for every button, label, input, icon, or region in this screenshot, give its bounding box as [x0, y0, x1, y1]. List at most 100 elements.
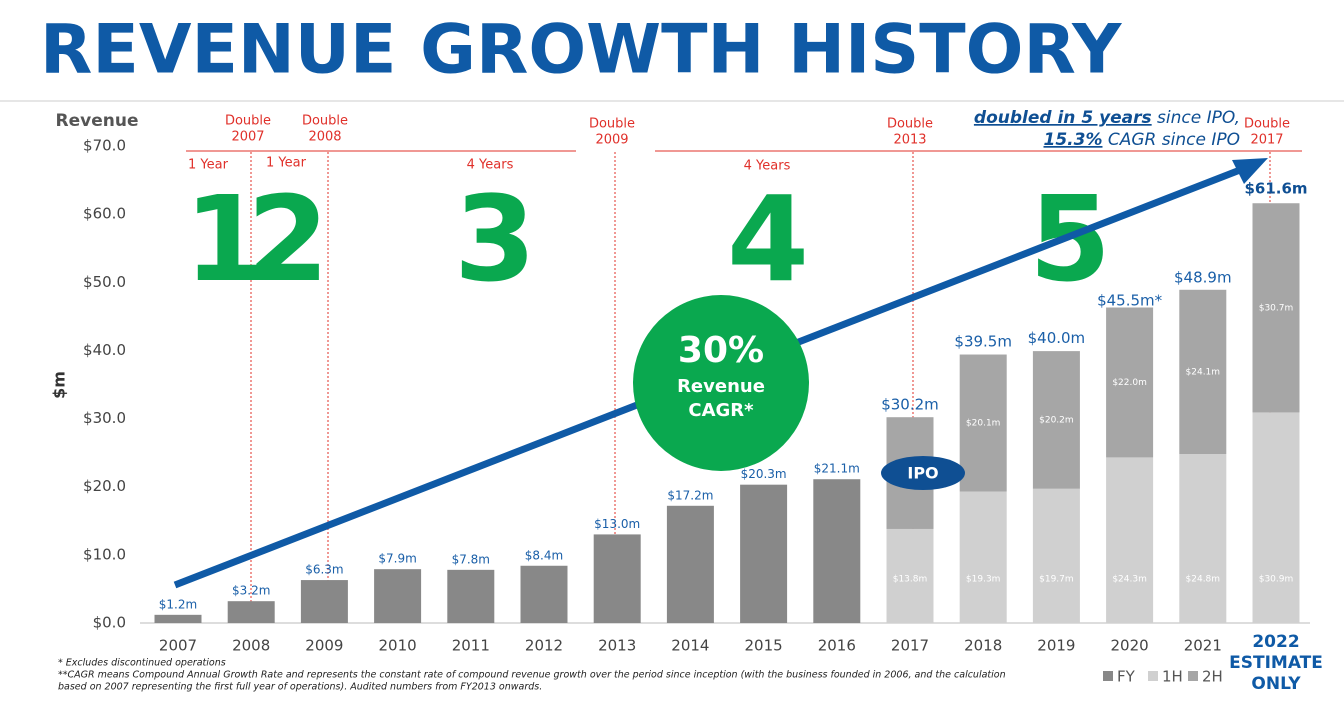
segment-label: $19.7m [1039, 575, 1074, 585]
x-tick-label: 2011 [452, 637, 490, 655]
bar-segment [813, 479, 861, 623]
callout-text: since IPO, [1152, 108, 1240, 128]
segment-label: $19.3m [966, 575, 1001, 585]
legend-swatch [1148, 671, 1158, 681]
doubling-label: 2017 [1250, 133, 1283, 148]
bar-segment [154, 614, 202, 623]
period-label: 1 Year [266, 156, 307, 171]
y-tick-label: $20.0 [83, 477, 126, 495]
bar-segment [959, 491, 1007, 623]
period-label: 1 Year [188, 158, 229, 173]
value-label: $7.9m [378, 552, 416, 566]
x-tick-note: ESTIMATE [1229, 653, 1323, 673]
value-label: $8.4m [525, 548, 563, 562]
bar-segment [1179, 454, 1227, 623]
doubling-label: Double [225, 114, 271, 129]
bar-segment [227, 601, 275, 623]
y-tick-label: $30.0 [83, 409, 126, 427]
growth-arrowhead [1232, 158, 1268, 184]
ipo-marker [881, 456, 965, 490]
phase-number: 1 [184, 170, 266, 308]
bar-segment [520, 565, 568, 623]
segment-label: $20.2m [1039, 415, 1074, 425]
bar-segment [1179, 289, 1227, 455]
value-label: $3.2m [232, 584, 270, 598]
period-label: 4 Years [744, 159, 791, 174]
cagr-text: Revenue [677, 376, 765, 397]
x-tick-label: 2014 [671, 637, 709, 655]
value-label: $13.0m [594, 517, 640, 531]
value-label: $7.8m [452, 552, 490, 566]
legend-label: 1H [1162, 668, 1183, 686]
x-tick-label: 2019 [1037, 637, 1075, 655]
total-label: $48.9m [1174, 268, 1232, 286]
callout-emphasis: 15.3% [1044, 130, 1103, 150]
y-tick-label: $40.0 [83, 341, 126, 359]
segment-label: $24.1m [1186, 367, 1221, 377]
x-tick-label: 2018 [964, 637, 1002, 655]
y-tick-label: $0.0 [93, 614, 126, 632]
total-label: $40.0m [1028, 329, 1086, 347]
cagr-text: CAGR* [688, 400, 754, 421]
x-tick-label: 2020 [1111, 637, 1149, 655]
callout-emphasis: doubled in 5 years [974, 108, 1152, 128]
total-label: $30.2m [881, 396, 939, 414]
y-tick-label: $60.0 [83, 205, 126, 223]
segment-label: $30.7m [1259, 303, 1294, 313]
segment-label: $30.9m [1259, 575, 1294, 585]
x-tick-label: 2022 [1252, 632, 1299, 652]
footnote: **CAGR means Compound Annual Growth Rate… [58, 670, 1006, 681]
x-tick-label: 2016 [818, 637, 856, 655]
value-label: $17.2m [667, 488, 713, 502]
y-tick-label: $70.0 [83, 137, 126, 155]
bar-segment [959, 354, 1007, 492]
doubling-label: 2007 [231, 130, 264, 145]
y-unit-label: $m [50, 371, 69, 399]
segment-label: $24.8m [1186, 575, 1221, 585]
total-label: $45.5m* [1097, 291, 1163, 309]
cagr-value: 30% [678, 330, 764, 371]
bar-segment [740, 484, 788, 623]
period-label: 4 Years [467, 158, 514, 173]
bar-segment [1252, 412, 1300, 623]
ipo-label: IPO [907, 464, 938, 483]
total-label: $61.6m [1244, 180, 1307, 198]
legend-label: FY [1117, 668, 1136, 686]
segment-label: $24.3m [1112, 575, 1147, 585]
callout-line: doubled in 5 years since IPO, [974, 108, 1240, 128]
x-tick-label: 2008 [232, 637, 270, 655]
x-tick-label: 2017 [891, 637, 929, 655]
segment-label: $20.1m [966, 419, 1001, 429]
bar-segment [593, 534, 641, 623]
x-tick-label: 2009 [305, 637, 343, 655]
legend-swatch [1103, 671, 1113, 681]
doubling-label: Double [887, 117, 933, 132]
bar-segment [1032, 351, 1080, 489]
doubling-label: Double [589, 117, 635, 132]
y-tick-label: $50.0 [83, 273, 126, 291]
phase-number: 2 [247, 170, 329, 308]
legend-label: 2H [1202, 668, 1223, 686]
legend-swatch [1188, 671, 1198, 681]
x-tick-note: ONLY [1251, 674, 1301, 694]
bar-segment [1252, 203, 1300, 413]
doubling-label: Double [1244, 117, 1290, 132]
value-label: $1.2m [159, 597, 197, 611]
x-tick-label: 2012 [525, 637, 563, 655]
doubling-label: Double [302, 114, 348, 129]
footnote: * Excludes discontinued operations [58, 658, 226, 669]
bar-segment [1106, 307, 1154, 458]
doubling-label: 2009 [595, 133, 628, 148]
segment-label: $13.8m [893, 575, 928, 585]
x-tick-label: 2007 [159, 637, 197, 655]
bar-segment [886, 528, 934, 623]
value-label: $21.1m [814, 462, 860, 476]
bar-segment [300, 580, 348, 623]
value-label: $20.3m [741, 467, 787, 481]
x-tick-label: 2021 [1184, 637, 1222, 655]
phase-number: 4 [727, 170, 809, 308]
segment-label: $22.0m [1112, 378, 1147, 388]
doubling-label: 2013 [893, 133, 926, 148]
bar-segment [1032, 488, 1080, 623]
